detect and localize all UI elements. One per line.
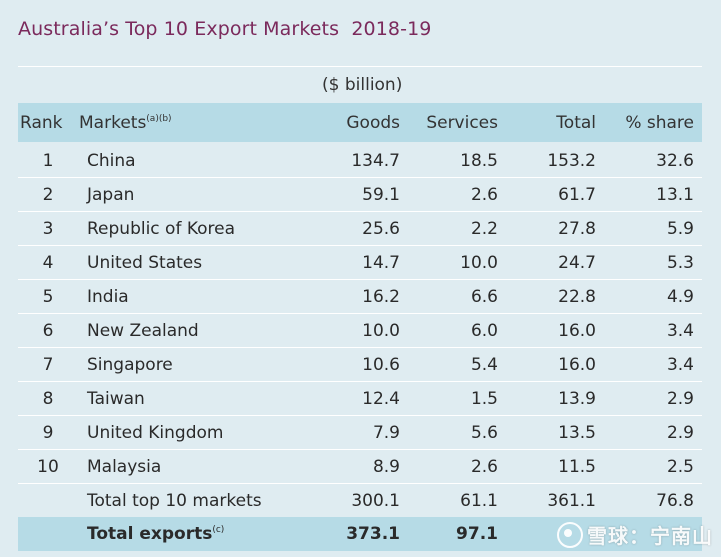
share-cell: 5.9 xyxy=(666,219,694,239)
rank-cell: 7 xyxy=(42,355,54,375)
goods-cell: 7.9 xyxy=(372,423,400,443)
header-services: Services xyxy=(426,113,498,133)
subtotal-row: Total top 10 markets 300.1 61.1 361.1 76… xyxy=(18,484,702,517)
table-row: 2 Japan 59.1 2.6 61.7 13.1 xyxy=(18,178,702,212)
rank-cell: 9 xyxy=(42,423,54,443)
divider xyxy=(18,66,702,67)
goods-cell: 373.1 xyxy=(346,524,400,544)
total-cell: 361.1 xyxy=(547,491,596,511)
unit-label: ($ billion) xyxy=(322,75,403,95)
goods-cell: 14.7 xyxy=(362,253,400,273)
subtotal-label: Total top 10 markets xyxy=(87,491,262,511)
goods-cell: 134.7 xyxy=(351,151,400,171)
rank-cell: 4 xyxy=(42,253,54,273)
goods-cell: 8.9 xyxy=(372,457,400,477)
table-row: 1 China 134.7 18.5 153.2 32.6 xyxy=(18,144,702,178)
share-cell: 5.3 xyxy=(666,253,694,273)
rank-cell: 5 xyxy=(42,287,54,307)
goods-cell: 10.0 xyxy=(362,321,400,341)
share-cell: 2.5 xyxy=(666,457,694,477)
market-cell: Singapore xyxy=(87,355,173,375)
rank-cell: 10 xyxy=(37,457,59,477)
share-cell: 76.8 xyxy=(656,491,694,511)
table-row: 4 United States 14.7 10.0 24.7 5.3 xyxy=(18,246,702,280)
total-cell: 27.8 xyxy=(558,219,596,239)
goods-cell: 12.4 xyxy=(362,389,400,409)
market-cell: China xyxy=(87,151,136,171)
watermark-text: 雪球：宁南山 xyxy=(587,524,713,548)
share-cell: 3.4 xyxy=(666,355,694,375)
table-row: 3 Republic of Korea 25.6 2.2 27.8 5.9 xyxy=(18,212,702,246)
table-row: 5 India 16.2 6.6 22.8 4.9 xyxy=(18,280,702,314)
services-cell: 2.6 xyxy=(470,457,498,477)
grand-total-label: Total exports(c) xyxy=(87,524,225,544)
market-cell: Taiwan xyxy=(87,389,145,409)
market-cell: Republic of Korea xyxy=(87,219,236,239)
services-cell: 5.4 xyxy=(470,355,498,375)
grand-total-row: Total exports(c) 373.1 97.1 xyxy=(18,517,702,551)
table-body: 1 China 134.7 18.5 153.2 32.6 2 Japan 59… xyxy=(18,144,702,551)
services-cell: 2.6 xyxy=(470,185,498,205)
total-cell: 61.7 xyxy=(558,185,596,205)
header-total: Total xyxy=(556,113,596,133)
services-cell: 97.1 xyxy=(456,524,498,544)
table-row: 8 Taiwan 12.4 1.5 13.9 2.9 xyxy=(18,382,702,416)
total-cell: 11.5 xyxy=(558,457,596,477)
total-cell: 16.0 xyxy=(558,355,596,375)
share-cell: 3.4 xyxy=(666,321,694,341)
header-share: % share xyxy=(625,113,694,133)
total-cell: 153.2 xyxy=(547,151,596,171)
total-cell: 24.7 xyxy=(558,253,596,273)
total-cell: 16.0 xyxy=(558,321,596,341)
header-rank: Rank xyxy=(20,113,63,133)
services-cell: 6.6 xyxy=(470,287,498,307)
services-cell: 10.0 xyxy=(460,253,498,273)
table-header: Rank Markets(a)(b) Goods Services Total … xyxy=(18,103,702,142)
table-row: 7 Singapore 10.6 5.4 16.0 3.4 xyxy=(18,348,702,382)
snowball-logo-icon xyxy=(557,521,583,548)
services-cell: 6.0 xyxy=(470,321,498,341)
goods-cell: 10.6 xyxy=(362,355,400,375)
rank-cell: 8 xyxy=(42,389,54,409)
total-cell: 22.8 xyxy=(558,287,596,307)
rank-cell: 6 xyxy=(42,321,54,341)
share-cell: 4.9 xyxy=(666,287,694,307)
market-cell: Malaysia xyxy=(87,457,162,477)
services-cell: 61.1 xyxy=(460,491,498,511)
table-row: 10 Malaysia 8.9 2.6 11.5 2.5 xyxy=(18,450,702,484)
market-cell: United Kingdom xyxy=(87,423,224,443)
goods-cell: 300.1 xyxy=(351,491,400,511)
table-row: 9 United Kingdom 7.9 5.6 13.5 2.9 xyxy=(18,416,702,450)
goods-cell: 25.6 xyxy=(362,219,400,239)
services-cell: 18.5 xyxy=(460,151,498,171)
table-row: 6 New Zealand 10.0 6.0 16.0 3.4 xyxy=(18,314,702,348)
share-cell: 13.1 xyxy=(656,185,694,205)
table-title: Australia’s Top 10 Export Markets 2018-1… xyxy=(18,18,432,40)
total-cell: 13.9 xyxy=(558,389,596,409)
share-cell: 32.6 xyxy=(656,151,694,171)
rank-cell: 1 xyxy=(42,151,54,171)
share-cell: 2.9 xyxy=(666,389,694,409)
services-cell: 2.2 xyxy=(470,219,498,239)
share-cell: 2.9 xyxy=(666,423,694,443)
goods-cell: 59.1 xyxy=(362,185,400,205)
market-cell: New Zealand xyxy=(87,321,199,341)
services-cell: 1.5 xyxy=(470,389,498,409)
rank-cell: 3 xyxy=(42,219,54,239)
header-goods: Goods xyxy=(346,113,400,133)
goods-cell: 16.2 xyxy=(362,287,400,307)
market-cell: Japan xyxy=(87,185,135,205)
header-markets: Markets(a)(b) xyxy=(79,113,172,133)
services-cell: 5.6 xyxy=(470,423,498,443)
rank-cell: 2 xyxy=(42,185,54,205)
total-cell: 13.5 xyxy=(558,423,596,443)
market-cell: United States xyxy=(87,253,203,273)
watermark: 雪球：宁南山 xyxy=(557,520,713,549)
market-cell: India xyxy=(87,287,129,307)
